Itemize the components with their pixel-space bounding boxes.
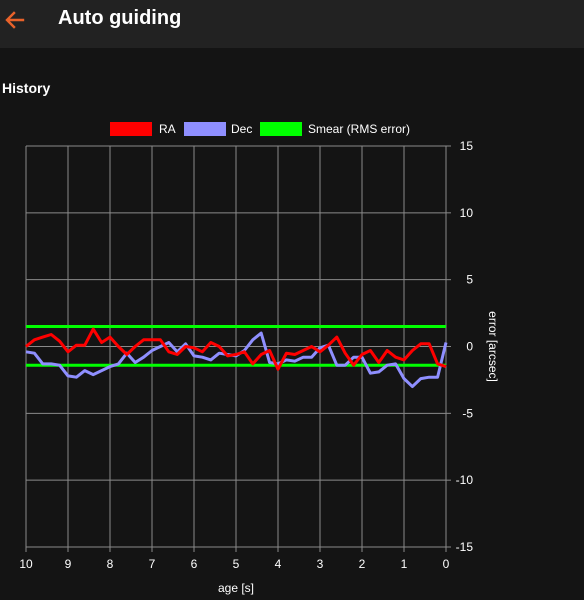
x-tick-label: 4 (275, 557, 282, 571)
legend-label: RA (159, 122, 176, 136)
x-tick-label: 3 (317, 557, 324, 571)
x-tick-label: 2 (359, 557, 366, 571)
x-axis-label: age [s] (218, 581, 254, 595)
page-title: Auto guiding (58, 7, 182, 29)
y-tick-label: 0 (466, 340, 473, 354)
y-tick-label: -10 (456, 473, 474, 487)
x-tick-label: 10 (19, 557, 33, 571)
y-tick-label: 15 (460, 139, 474, 153)
legend-swatch (110, 122, 152, 136)
legend-swatch (260, 122, 302, 136)
y-tick-label: -15 (456, 540, 474, 554)
y-tick-label: -5 (462, 406, 473, 420)
back-button[interactable] (0, 0, 30, 40)
app-bar: Auto guiding (0, 0, 584, 48)
legend-label: Dec (231, 122, 252, 136)
y-tick-label: 5 (466, 273, 473, 287)
guiding-history-chart: RA Dec Smear (RMS error)10 9 8 7 6 5 4 3 2 1 0151050… (19, 122, 500, 595)
legend-label: Smear (RMS error) (308, 122, 410, 136)
arrow-left-icon (5, 11, 25, 29)
x-tick-label: 0 (443, 557, 450, 571)
x-tick-label: 1 (401, 557, 408, 571)
x-tick-label: 8 (107, 557, 114, 571)
x-tick-label: 6 (191, 557, 198, 571)
legend-swatch (184, 122, 226, 136)
y-axis-label: error [arcsec] (486, 311, 500, 382)
x-tick-label: 5 (233, 557, 240, 571)
y-tick-label: 10 (460, 206, 474, 220)
ra-series-line (25, 327, 447, 371)
x-tick-label: 7 (149, 557, 156, 571)
x-tick-label: 9 (65, 557, 72, 571)
section-title: History (2, 80, 51, 96)
